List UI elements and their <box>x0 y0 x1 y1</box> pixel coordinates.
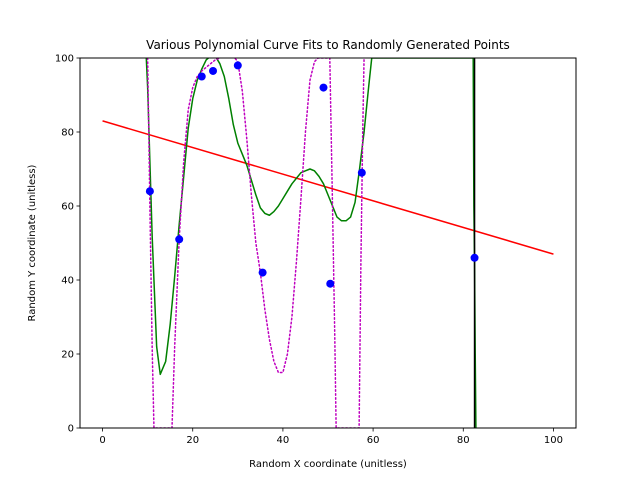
plot-frame <box>79 57 577 429</box>
y-tick-label-5: 100 <box>55 54 74 65</box>
data-point-9 <box>470 253 479 262</box>
data-point-2 <box>197 72 206 81</box>
y-tick-label-4: 80 <box>61 128 74 139</box>
x-tick-label-2: 40 <box>277 435 290 446</box>
x-axis-label: Random X coordinate (unitless) <box>249 459 407 470</box>
series-line-1 <box>145 58 477 428</box>
data-point-1 <box>175 235 184 244</box>
x-tick-label-5: 100 <box>544 435 563 446</box>
y-axis: 0 20 40 60 80 100 <box>55 54 80 435</box>
data-point-4 <box>233 61 242 70</box>
y-tick-label-3: 60 <box>61 202 74 213</box>
x-tick-label-1: 20 <box>186 435 199 446</box>
x-axis: 0 20 40 60 80 100 <box>99 428 563 446</box>
x-tick-label-0: 0 <box>99 435 105 446</box>
y-tick-label-2: 40 <box>61 276 74 287</box>
y-axis-label: Random Y coordinate (unitless) <box>27 164 38 321</box>
data-point-3 <box>209 66 218 75</box>
plot-area <box>102 58 554 428</box>
data-point-6 <box>319 83 328 92</box>
x-tick-label-3: 60 <box>367 435 380 446</box>
y-tick-label-1: 20 <box>61 350 74 361</box>
data-point-7 <box>326 279 335 288</box>
data-point-8 <box>357 168 366 177</box>
chart-title: Various Polynomial Curve Fits to Randoml… <box>146 38 510 52</box>
series-line-2 <box>146 58 365 428</box>
y-tick-label-0: 0 <box>68 424 74 435</box>
data-point-5 <box>258 268 267 277</box>
points-layer <box>145 61 479 288</box>
data-point-0 <box>145 187 154 196</box>
series-line-0 <box>102 120 554 255</box>
x-tick-label-4: 80 <box>457 435 470 446</box>
